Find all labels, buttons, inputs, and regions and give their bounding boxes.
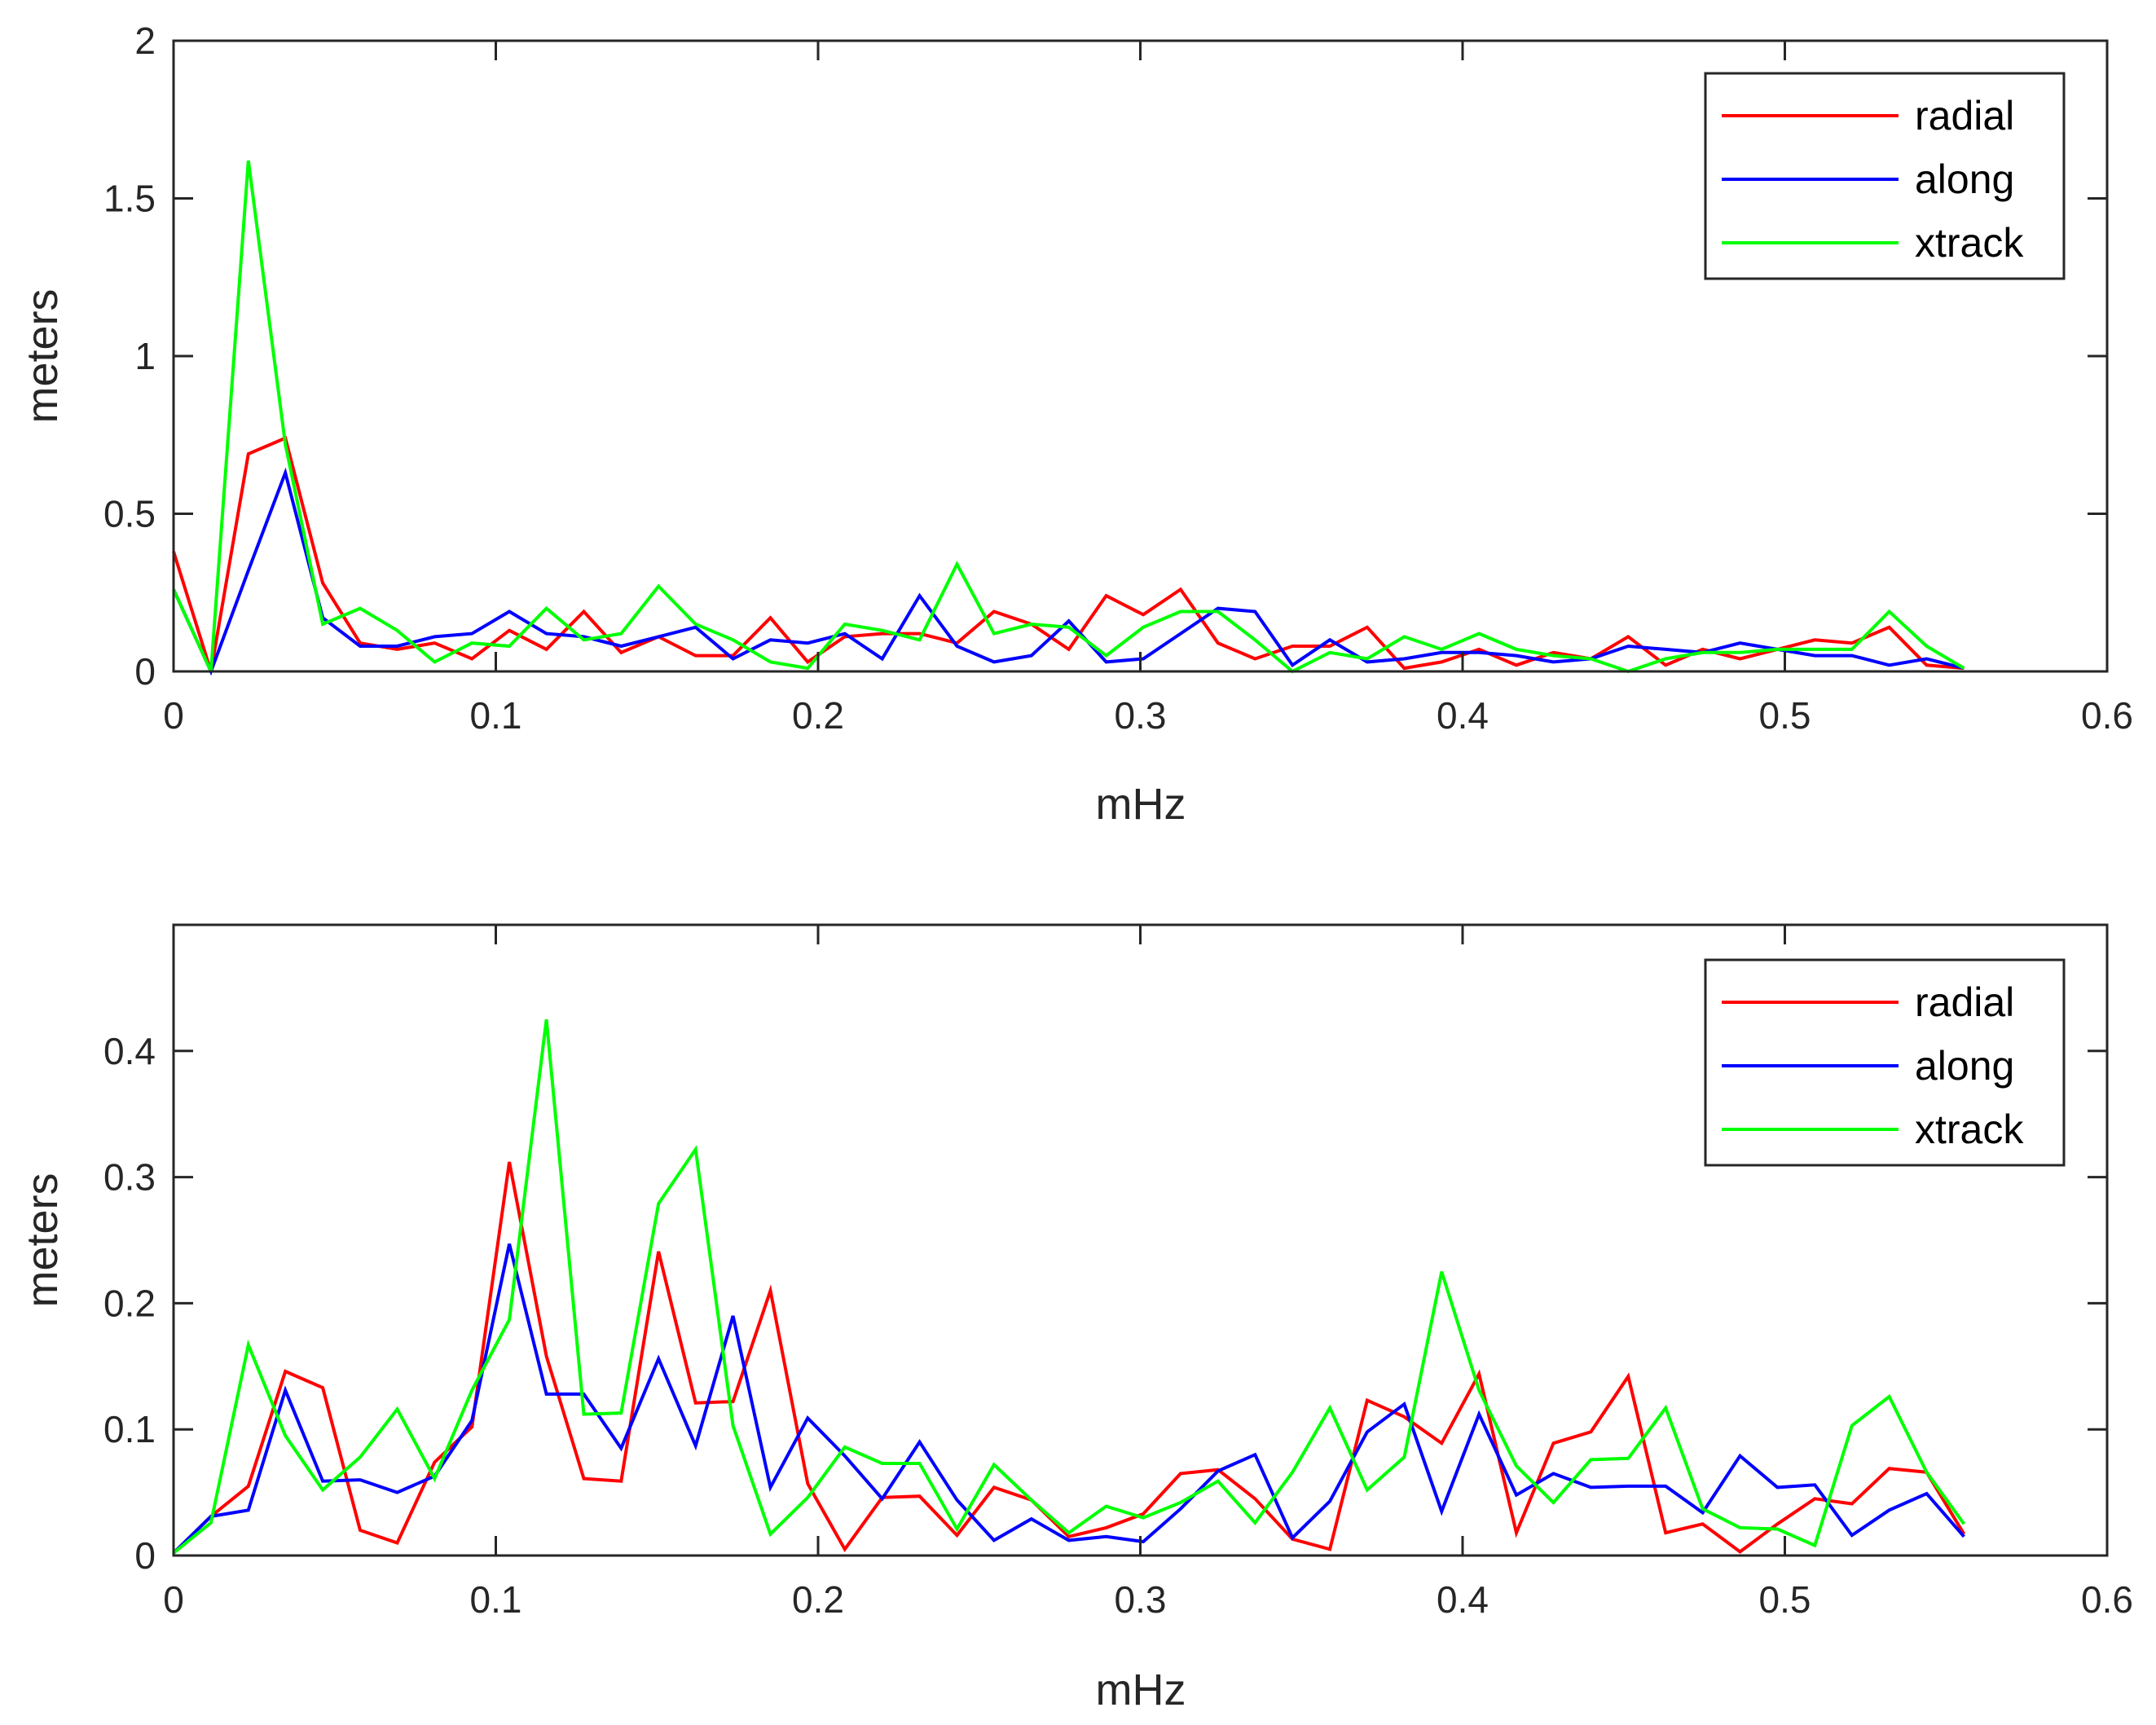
series-line-radial — [172, 1161, 1966, 1555]
legend-label: along — [1915, 156, 2014, 202]
x-tick-label: 0.1 — [470, 1578, 522, 1621]
series-line-xtrack — [172, 160, 1965, 674]
x-axis-label: mHz — [1096, 780, 1186, 829]
x-tick-label: 0.1 — [470, 694, 522, 737]
y-ticks: 0 0.5 1 1.5 2 — [103, 20, 2107, 693]
y-tick-label: 1.5 — [103, 178, 156, 220]
chart-top: 0 0.1 0.2 0.3 0.4 0.5 0.6 0 0.5 1 1.5 2 mHz meters… — [18, 20, 2133, 829]
y-ticks: 0 0.1 0.2 0.3 0.4 — [103, 1030, 2107, 1577]
x-tick-label: 0.5 — [1759, 694, 1811, 737]
x-tick-label: 0 — [163, 1578, 184, 1621]
x-tick-label: 0.3 — [1115, 1578, 1167, 1621]
x-tick-label: 0.6 — [2081, 694, 2133, 737]
legend: radial along xtrack — [1704, 72, 2066, 280]
y-tick-label: 0.2 — [103, 1282, 156, 1324]
x-tick-label: 0.3 — [1115, 694, 1167, 737]
x-tick-label: 0.2 — [792, 694, 844, 737]
x-tick-label: 0.2 — [792, 1578, 844, 1621]
x-ticks: 0 0.1 0.2 0.3 0.4 0.5 0.6 — [163, 41, 2133, 737]
x-ticks: 0 0.1 0.2 0.3 0.4 0.5 0.6 — [163, 925, 2133, 1621]
y-tick-label: 2 — [134, 20, 156, 62]
x-tick-label: 0.6 — [2081, 1578, 2133, 1621]
series-line-xtrack — [172, 1019, 1966, 1555]
series-line-along — [172, 467, 1965, 676]
y-tick-label: 0.1 — [103, 1408, 156, 1450]
y-tick-label: 0 — [134, 650, 156, 693]
legend-label: xtrack — [1915, 1107, 2024, 1152]
y-tick-label: 1 — [134, 335, 156, 377]
series-group — [172, 1019, 1966, 1555]
y-tick-label: 0 — [134, 1534, 156, 1577]
y-axis-label: meters — [18, 288, 67, 423]
legend-label: xtrack — [1915, 220, 2024, 266]
series-line-radial — [172, 435, 1965, 672]
legend-label: radial — [1915, 979, 2014, 1025]
legend: radial along xtrack — [1704, 958, 2066, 1167]
y-axis-label: meters — [18, 1173, 67, 1307]
x-tick-label: 0.4 — [1437, 1578, 1489, 1621]
x-axis-label: mHz — [1096, 1666, 1186, 1714]
chart-bottom: 0 0.1 0.2 0.3 0.4 0.5 0.6 0 0.1 0.2 0.3 0.4 mHz me… — [18, 923, 2133, 1714]
legend-label: radial — [1915, 93, 2014, 139]
legend-label: along — [1915, 1043, 2014, 1089]
y-tick-label: 0.4 — [103, 1030, 156, 1072]
series-group — [172, 160, 1965, 676]
y-tick-label: 0.3 — [103, 1156, 156, 1199]
series-line-along — [172, 1243, 1965, 1555]
x-tick-label: 0.5 — [1759, 1578, 1811, 1621]
y-tick-label: 0.5 — [103, 493, 156, 535]
x-tick-label: 0 — [163, 694, 184, 737]
x-tick-label: 0.4 — [1437, 694, 1489, 737]
